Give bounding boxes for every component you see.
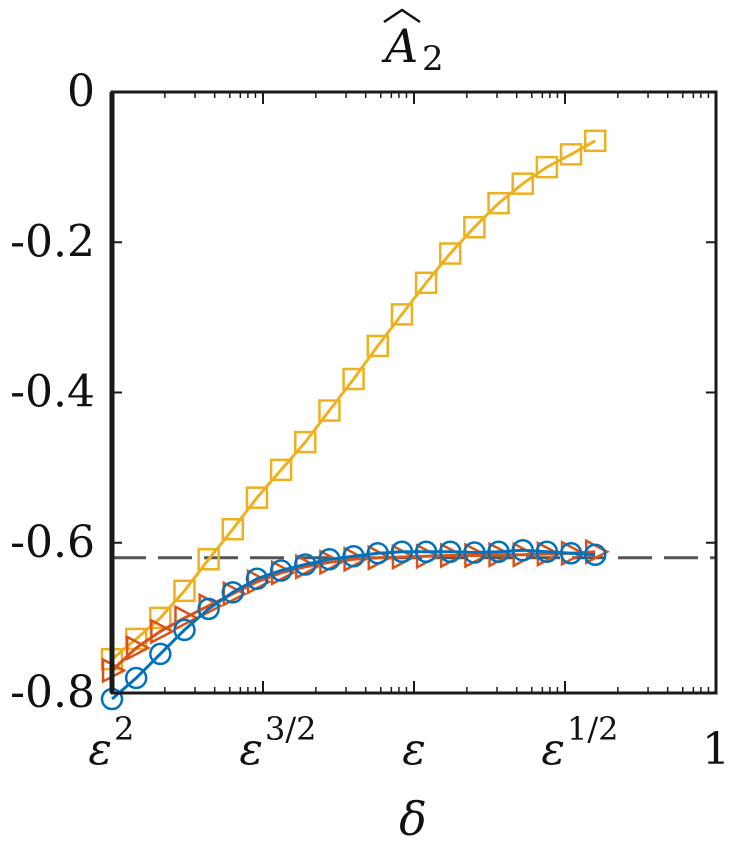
data-point — [535, 155, 559, 179]
title-hat — [383, 8, 421, 24]
data-point — [174, 604, 200, 631]
x-tick-label: 1 — [702, 724, 730, 775]
data-point — [342, 545, 365, 568]
data-point — [125, 634, 151, 661]
data-point — [487, 540, 510, 564]
data-point — [318, 548, 341, 571]
x-tick-label: ε — [541, 724, 565, 775]
y-tick-label: 0 — [67, 66, 95, 117]
x-tick-label: ε — [402, 724, 426, 775]
data-point — [366, 542, 390, 565]
data-point — [559, 542, 583, 565]
data-point — [390, 303, 414, 326]
data-point — [173, 618, 196, 642]
data-point — [414, 540, 438, 564]
data-point — [535, 540, 559, 564]
data-point — [197, 548, 220, 571]
data-point — [390, 540, 414, 564]
data-point — [269, 458, 293, 482]
data-point — [438, 540, 462, 564]
data-point — [245, 567, 269, 591]
x-axis-label: δ — [399, 792, 427, 842]
data-point — [294, 430, 317, 454]
x-tick-label-sup: 2 — [114, 710, 134, 748]
data-point — [221, 581, 245, 604]
data-point — [414, 271, 438, 295]
data-point — [150, 618, 176, 645]
data-point — [583, 543, 607, 567]
axes-box — [110, 90, 718, 695]
data-point — [342, 367, 365, 391]
data-point — [245, 486, 269, 509]
data-point — [173, 579, 196, 603]
series-square — [100, 129, 607, 671]
x-tick-label: ε — [88, 724, 112, 775]
x-tick-label-sup: 1/2 — [567, 710, 619, 748]
data-point — [438, 242, 462, 265]
y-tick-label: -0.8 — [10, 667, 95, 718]
data-point — [197, 597, 220, 621]
data-point — [149, 642, 172, 666]
x-ticks: ε 2 ε 3/2 ε ε 1/2 1 — [88, 92, 730, 775]
data-point — [221, 517, 245, 541]
chart-title: A 2 — [381, 8, 444, 79]
data-point — [559, 143, 583, 166]
y-tick-label: -0.6 — [10, 517, 95, 568]
y-tick-label: -0.4 — [10, 367, 95, 418]
x-tick-label: ε — [239, 724, 263, 775]
data-point — [463, 215, 486, 239]
y-ticks: 0 -0.2 -0.4 -0.6 -0.8 — [10, 66, 716, 718]
x-tick-label-sup: 3/2 — [265, 710, 317, 748]
data-point — [583, 129, 607, 153]
y-tick-label: -0.2 — [10, 216, 95, 267]
title-subscript: 2 — [422, 39, 444, 79]
data-point — [366, 334, 390, 358]
data-point — [318, 399, 341, 422]
data-point — [511, 539, 534, 562]
data-point — [511, 172, 534, 195]
series-triangle-right — [101, 538, 610, 684]
series-circle — [100, 539, 607, 711]
data-point — [294, 553, 317, 576]
data-point — [269, 559, 293, 582]
data-point — [487, 191, 510, 215]
series-group — [100, 129, 610, 711]
data-point — [149, 606, 172, 630]
data-point — [463, 541, 486, 564]
data-point — [124, 666, 148, 690]
title-base: A — [381, 19, 418, 73]
